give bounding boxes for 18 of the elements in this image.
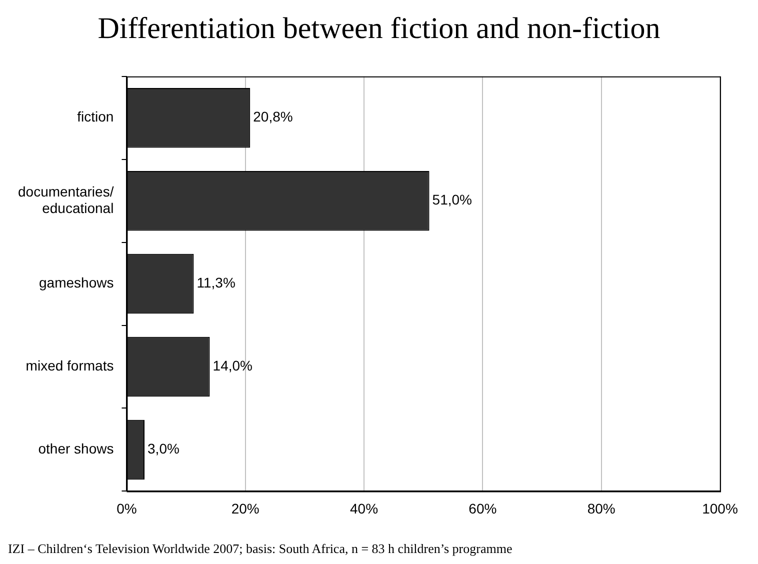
x-tick-label: 80%	[587, 500, 616, 516]
chart-title: Differentiation between fiction and non-fiction	[96, 12, 662, 46]
y-tick-label: gameshows	[39, 274, 114, 291]
x-tick-label: 60%	[468, 500, 497, 516]
x-tick-label: 100%	[702, 500, 738, 516]
x-tick-label: 20%	[231, 500, 260, 516]
y-tick-label: documentaries/ educational	[18, 183, 114, 216]
data-label: 3,0%	[148, 440, 180, 457]
data-label: 20,8%	[253, 108, 293, 125]
data-label: 51,0%	[432, 192, 472, 208]
text: IZI – Children‘s Television Worldwide 2007; basis: South Africa, n = 83 h children’s programme	[8, 541, 512, 557]
y-tick-label: fiction	[77, 108, 114, 125]
data-label: 14,0%	[212, 358, 252, 374]
y-tick-label: other shows	[38, 440, 114, 457]
x-tick-label: 0%	[116, 500, 137, 516]
y-tick-label: mixed formats	[26, 358, 114, 374]
data-label: 11,3%	[196, 274, 236, 291]
x-tick-label: 40%	[350, 500, 378, 516]
